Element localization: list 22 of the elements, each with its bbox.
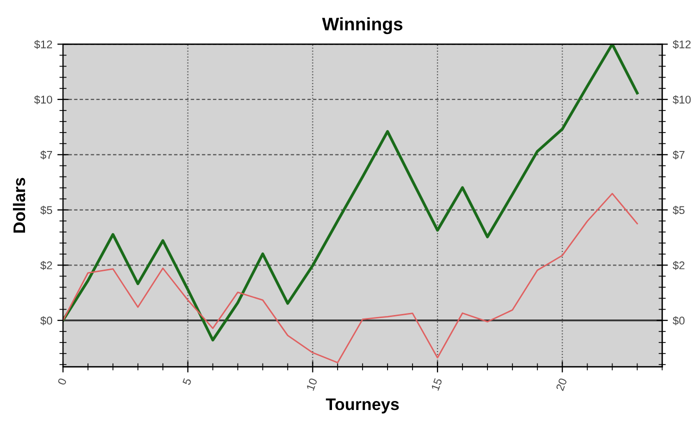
y-tick-label: $5: [40, 206, 52, 215]
chart-title: Winnings: [322, 17, 402, 34]
y-tick-label: $10: [34, 95, 52, 104]
y2-tick-label: $5: [672, 206, 685, 215]
y-tick-label: $2: [40, 260, 52, 270]
x-axis-title: Tourneys: [326, 398, 399, 414]
x-tick-label: 5: [182, 378, 192, 386]
y2-tick-label: $2: [672, 260, 684, 270]
x-tick-label: 15: [431, 378, 442, 391]
y2-tick-label: $10: [672, 95, 691, 104]
y-tick-label: $0: [40, 316, 52, 326]
line-series: [63, 44, 639, 342]
y2-tick-label: $7: [672, 150, 684, 160]
y-axis-title: Dollars: [12, 178, 26, 233]
x-tick-label: 20: [556, 378, 568, 392]
y2-tick-label: $0: [672, 316, 685, 326]
x-tick-label: 10: [306, 378, 318, 391]
y-tick-label: $7: [40, 150, 52, 160]
y-tick-label: $12: [34, 40, 52, 49]
x-tick-label: 0: [58, 378, 67, 386]
y2-tick-label: $12: [672, 40, 691, 49]
line-series: [63, 192, 638, 364]
